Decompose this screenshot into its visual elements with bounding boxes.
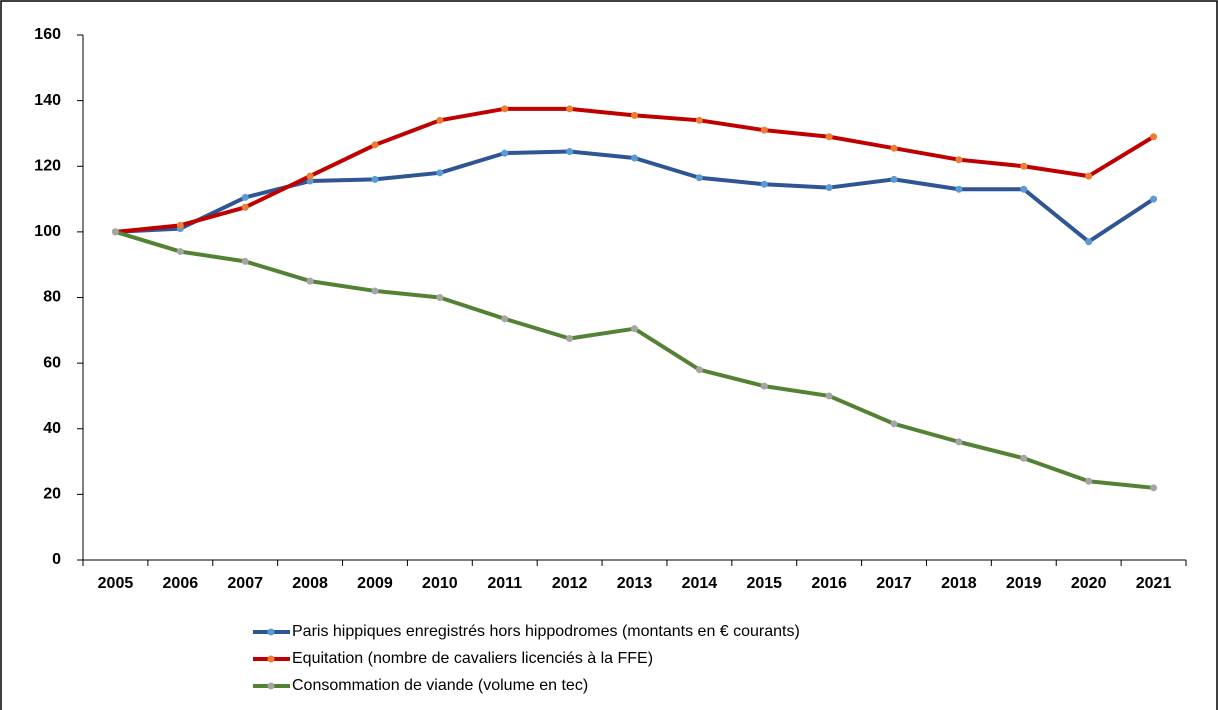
series-line — [114, 229, 1154, 490]
data-point — [111, 228, 119, 236]
data-point — [760, 180, 768, 188]
data-point — [760, 126, 768, 134]
data-point — [1085, 238, 1093, 246]
legend-label: Equitation (nombre de cavaliers licencié… — [292, 650, 653, 667]
legend-marker — [267, 682, 275, 690]
x-tick-label: 2016 — [811, 575, 847, 592]
data-point — [760, 382, 768, 390]
y-tick-label: 160 — [34, 26, 61, 43]
x-tick-label: 2012 — [552, 575, 588, 592]
data-point — [695, 116, 703, 124]
data-point — [955, 185, 963, 193]
legend-label: Paris hippiques enregistrés hors hippodr… — [292, 623, 800, 640]
data-point — [1085, 477, 1093, 485]
data-point — [306, 177, 314, 185]
data-point — [566, 105, 574, 113]
data-point — [695, 174, 703, 182]
data-point — [371, 141, 379, 149]
y-tick-label: 80 — [43, 289, 61, 306]
x-tick-label: 2013 — [617, 575, 653, 592]
data-point — [955, 156, 963, 164]
x-tick-label: 2010 — [422, 575, 458, 592]
data-point — [501, 105, 509, 113]
data-point — [695, 366, 703, 374]
x-tick-label: 2017 — [876, 575, 912, 592]
data-point — [825, 392, 833, 400]
data-point — [501, 315, 509, 323]
data-point — [1150, 484, 1158, 492]
data-point — [1020, 454, 1028, 462]
data-point — [436, 294, 444, 301]
data-point — [631, 325, 638, 333]
data-point — [890, 420, 898, 428]
x-tick-label: 2018 — [941, 575, 977, 592]
y-tick-label: 0 — [52, 551, 61, 568]
x-tick-label: 2021 — [1136, 575, 1172, 592]
data-point — [1020, 162, 1028, 170]
y-tick-label: 100 — [34, 223, 61, 240]
data-point — [241, 193, 249, 201]
x-tick-label: 2020 — [1071, 575, 1107, 592]
data-point — [241, 257, 249, 265]
x-tick-label: 2008 — [292, 575, 328, 592]
x-tick-label: 2007 — [227, 575, 263, 592]
y-tick-label: 140 — [34, 92, 61, 109]
data-point — [955, 438, 963, 446]
data-point — [890, 175, 898, 183]
data-point — [631, 111, 638, 119]
data-point — [241, 203, 249, 211]
y-tick-label: 20 — [43, 486, 61, 503]
x-tick-label: 2014 — [682, 575, 718, 592]
x-tick-label: 2009 — [357, 575, 393, 592]
x-tick-label: 2006 — [163, 575, 199, 592]
data-point — [436, 169, 444, 177]
legend-marker — [267, 628, 275, 636]
data-point — [1150, 133, 1158, 141]
y-tick-label: 60 — [43, 354, 61, 371]
data-point — [176, 221, 184, 229]
data-point — [566, 335, 574, 343]
data-point — [176, 248, 184, 256]
data-point — [566, 147, 574, 155]
data-point — [501, 149, 509, 157]
data-point — [306, 277, 314, 285]
data-point — [306, 172, 314, 180]
data-point — [1085, 172, 1093, 180]
x-tick-label: 2011 — [487, 575, 522, 592]
data-point — [436, 116, 444, 124]
data-point — [825, 133, 833, 141]
data-point — [371, 287, 379, 295]
data-point — [631, 154, 638, 162]
series-line — [115, 106, 1155, 234]
data-point — [1150, 195, 1158, 203]
data-point — [1020, 185, 1028, 193]
data-point — [371, 175, 379, 183]
legend-label: Consommation de viande (volume en tec) — [292, 677, 588, 694]
legend-marker — [267, 655, 275, 663]
data-point — [825, 184, 833, 192]
x-tick-label: 2019 — [1006, 575, 1042, 592]
x-tick-label: 2005 — [98, 575, 134, 592]
y-tick-label: 40 — [43, 420, 61, 437]
x-tick-label: 2015 — [746, 575, 782, 592]
y-tick-label: 120 — [34, 157, 61, 174]
data-point — [890, 144, 898, 152]
